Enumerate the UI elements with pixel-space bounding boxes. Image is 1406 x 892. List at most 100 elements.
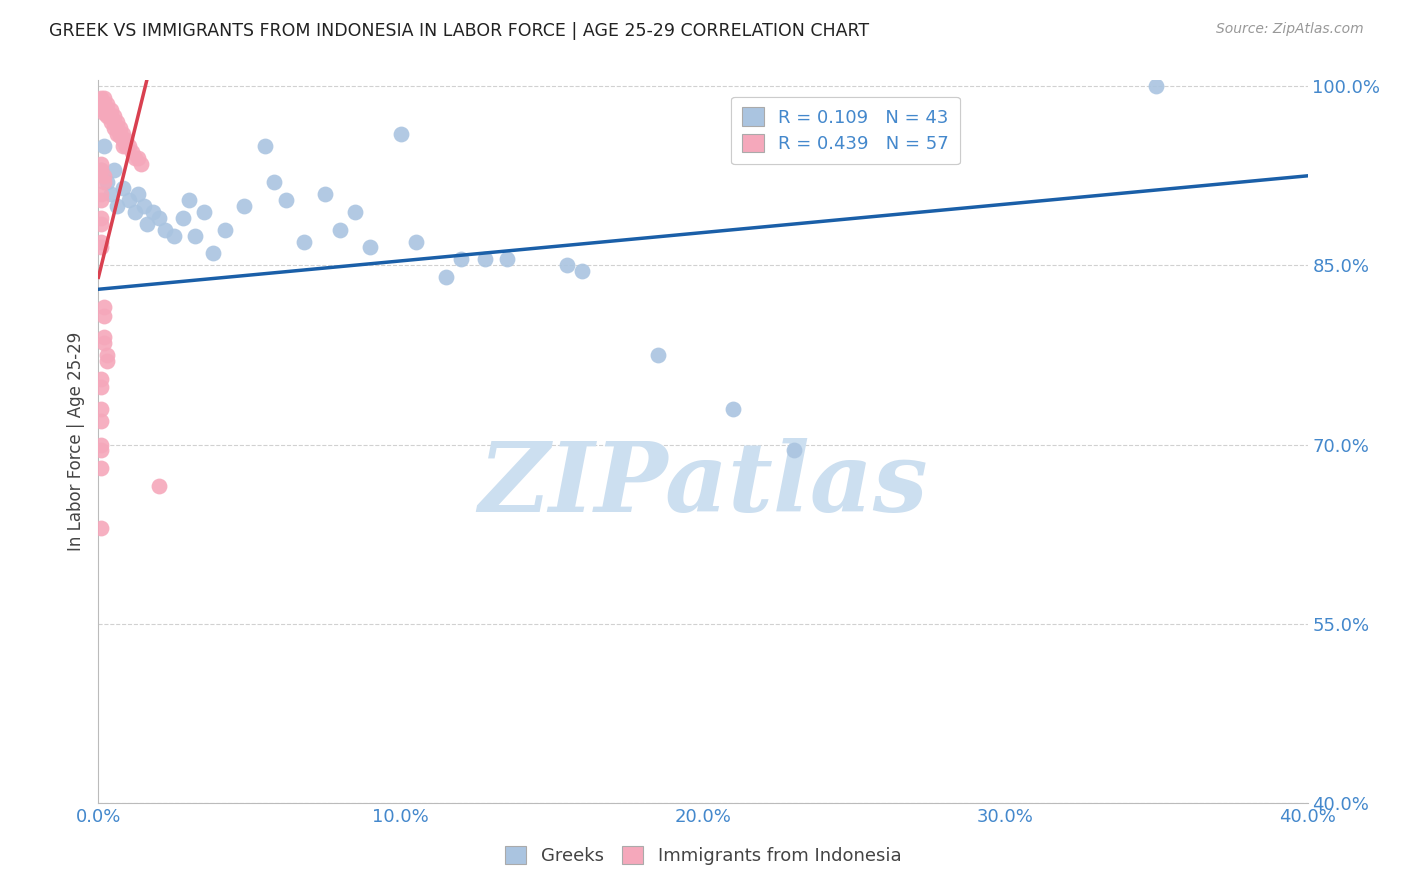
Point [90,186,112,201]
Point [114,133,136,147]
Point [474,252,496,267]
Text: GREEK VS IMMIGRANTS FROM INDONESIA IN LABOR FORCE | AGE 25-29 CORRELATION CHART: GREEK VS IMMIGRANTS FROM INDONESIA IN LA… [49,22,869,40]
Point [105,121,128,136]
Point [114,139,136,153]
Y-axis label: In Labor Force | Age 25-29: In Labor Force | Age 25-29 [66,332,84,551]
Point [90,162,112,177]
Point [90,443,112,458]
Point [103,115,125,129]
Point [253,139,276,153]
Point [103,121,125,136]
Point [93,336,115,351]
Point [142,204,165,219]
Point [127,151,149,165]
Point [90,372,112,386]
Point [1144,79,1167,94]
Point [129,157,152,171]
Point [96,103,118,117]
Point [571,264,593,278]
Point [90,162,112,177]
Point [96,348,118,362]
Point [105,127,128,141]
Point [93,309,115,323]
Point [148,479,170,493]
Point [96,109,118,123]
Point [723,401,745,416]
Point [783,443,806,458]
Point [93,169,115,183]
Legend: R = 0.109   N = 43, R = 0.439   N = 57: R = 0.109 N = 43, R = 0.439 N = 57 [731,96,960,164]
Point [93,139,115,153]
Point [90,217,112,231]
Point [96,97,118,112]
Point [555,259,578,273]
Point [105,115,128,129]
Point [111,133,134,147]
Point [232,199,254,213]
Point [96,354,118,368]
Point [135,217,157,231]
Point [329,222,352,236]
Point [647,348,669,362]
Point [105,199,128,213]
Point [184,228,207,243]
Point [93,91,115,105]
Point [121,145,143,159]
Point [93,105,115,120]
Point [292,235,315,249]
Point [132,199,155,213]
Point [103,162,125,177]
Point [163,228,186,243]
Legend: Greeks, Immigrants from Indonesia: Greeks, Immigrants from Indonesia [495,837,911,874]
Point [96,175,118,189]
Point [100,186,122,201]
Point [90,401,112,416]
Point [96,106,118,120]
Point [90,211,112,225]
Point [93,330,115,344]
Point [90,461,112,475]
Point [118,193,141,207]
Point [111,139,134,153]
Point [314,186,336,201]
Point [90,97,112,112]
Point [434,270,457,285]
Point [108,127,131,141]
Point [172,211,194,225]
Point [90,521,112,535]
Point [127,186,149,201]
Point [179,193,201,207]
Point [405,235,427,249]
Point [153,222,176,236]
Point [263,175,285,189]
Point [90,157,112,171]
Point [90,193,112,207]
Point [124,151,146,165]
Point [360,240,382,254]
Point [100,109,122,123]
Point [214,222,236,236]
Text: ZIPatlas: ZIPatlas [478,438,928,532]
Point [344,204,367,219]
Point [93,300,115,314]
Point [90,414,112,428]
Point [274,193,297,207]
Point [148,211,170,225]
Point [495,252,517,267]
Point [111,180,134,194]
Point [124,204,146,219]
Text: Source: ZipAtlas.com: Source: ZipAtlas.com [1216,22,1364,37]
Point [118,139,141,153]
Point [202,246,225,260]
Point [389,127,412,141]
Point [100,115,122,129]
Point [111,127,134,141]
Point [93,103,115,117]
Point [450,252,472,267]
Point [108,129,131,144]
Point [90,235,112,249]
Point [100,103,122,117]
Point [90,437,112,451]
Point [193,204,215,219]
Point [90,380,112,394]
